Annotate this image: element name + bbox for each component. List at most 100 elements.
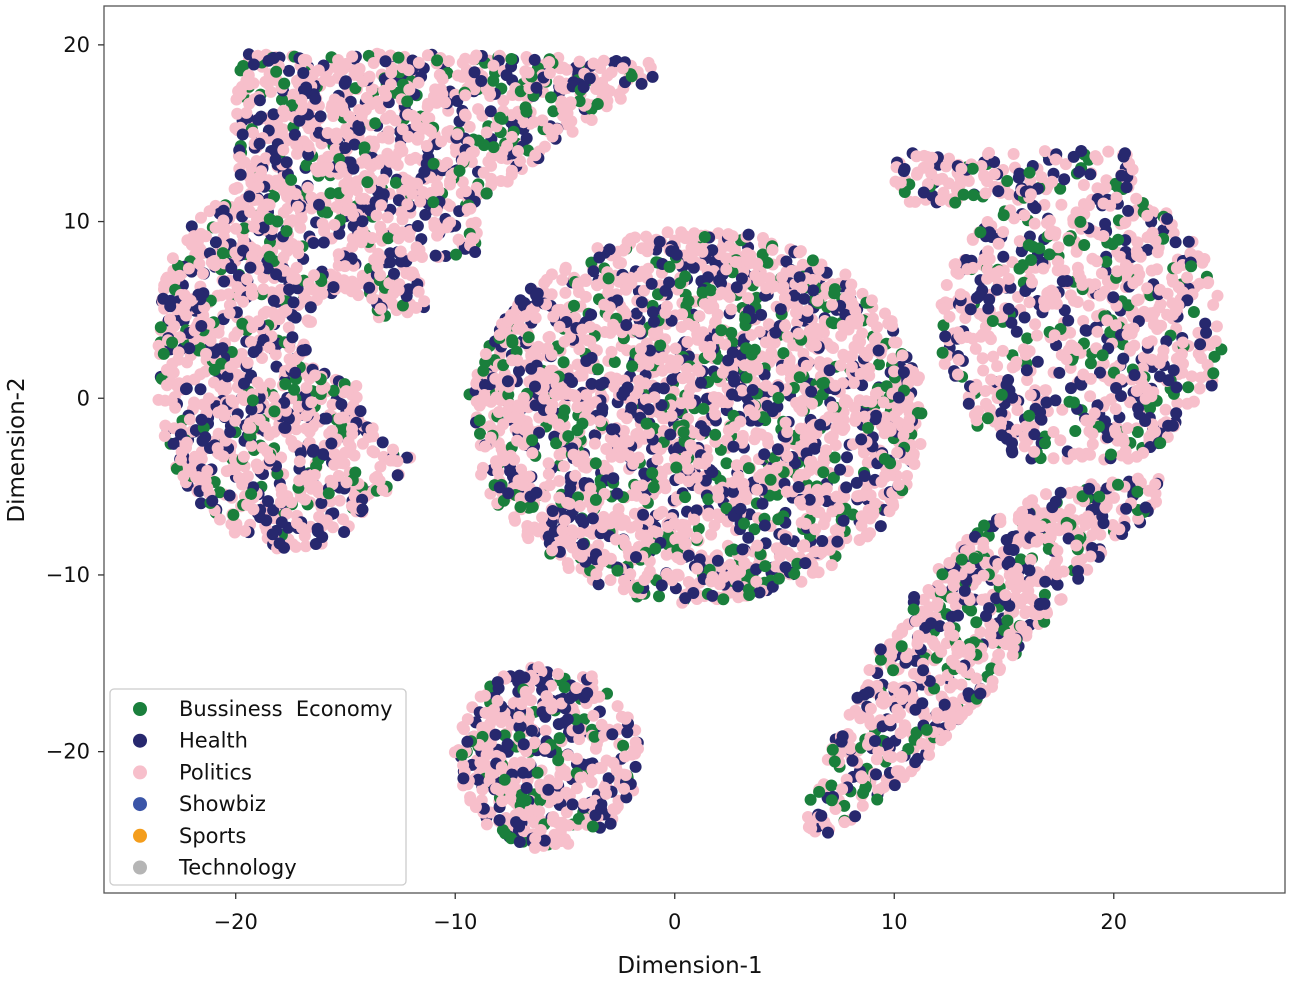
scatter-point <box>1210 320 1223 333</box>
scatter-point <box>656 505 669 518</box>
scatter-point <box>525 348 538 361</box>
scatter-point <box>231 107 244 120</box>
scatter-point <box>241 356 254 369</box>
scatter-point <box>981 216 994 228</box>
scatter-point <box>629 760 642 773</box>
scatter-point <box>1007 148 1020 160</box>
scatter-point <box>369 117 382 130</box>
scatter-point <box>1107 291 1120 304</box>
scatter-point <box>285 496 298 509</box>
scatter-point <box>209 236 222 249</box>
scatter-point <box>898 163 911 175</box>
scatter-point <box>762 318 775 331</box>
scatter-point <box>682 318 695 330</box>
scatter-point <box>350 279 363 292</box>
scatter-point <box>590 568 603 581</box>
scatter-point <box>564 482 577 494</box>
scatter-point <box>547 105 560 118</box>
scatter-point <box>1131 263 1144 276</box>
scatter-point <box>328 447 341 460</box>
scatter-point <box>1026 276 1038 289</box>
scatter-point <box>497 418 510 431</box>
data-points <box>152 47 1228 854</box>
scatter-point <box>644 61 657 74</box>
scatter-point <box>196 434 209 447</box>
scatter-point <box>1084 357 1097 370</box>
scatter-point <box>326 398 339 411</box>
scatter-point <box>1079 324 1092 337</box>
scatter-point <box>472 134 485 147</box>
scatter-point <box>977 364 990 377</box>
scatter-point <box>943 621 956 634</box>
scatter-point <box>577 516 590 529</box>
scatter-point <box>987 350 1000 363</box>
scatter-point <box>991 360 1004 373</box>
scatter-point <box>382 232 395 245</box>
scatter-point <box>279 378 292 390</box>
scatter-point <box>635 77 648 90</box>
scatter-point <box>539 724 552 737</box>
scatter-point <box>575 550 588 563</box>
scatter-point <box>846 754 859 767</box>
scatter-point <box>545 268 558 281</box>
scatter-point <box>1170 407 1183 420</box>
scatter-point <box>194 368 207 381</box>
scatter-point <box>723 239 736 252</box>
scatter-point <box>1097 230 1110 242</box>
scatter-point <box>528 53 541 66</box>
scatter-point <box>959 312 972 324</box>
scatter-point <box>571 401 584 414</box>
scatter-point <box>781 330 794 343</box>
scatter-point <box>580 389 593 402</box>
scatter-point <box>166 252 179 265</box>
scatter-point <box>1055 198 1068 211</box>
scatter-point <box>194 383 207 396</box>
scatter-point <box>843 708 856 721</box>
scatter-point <box>1021 374 1034 386</box>
scatter-point <box>774 303 787 316</box>
scatter-point <box>997 226 1010 238</box>
scatter-point <box>1025 254 1038 266</box>
scatter-point <box>1054 182 1067 195</box>
scatter-point <box>1075 378 1088 391</box>
scatter-point <box>1172 281 1185 294</box>
scatter-point <box>195 211 207 224</box>
scatter-point <box>1115 449 1128 462</box>
scatter-point <box>283 64 295 77</box>
scatter-point <box>720 457 733 470</box>
scatter-point <box>962 397 975 410</box>
scatter-point <box>267 391 280 404</box>
scatter-point <box>295 212 308 225</box>
scatter-point <box>1064 326 1077 339</box>
scatter-point <box>558 460 570 473</box>
scatter-point <box>587 57 600 70</box>
scatter-point <box>303 122 315 135</box>
scatter-point <box>828 755 841 768</box>
scatter-point <box>796 258 809 271</box>
scatter-point <box>940 279 953 291</box>
scatter-point <box>1056 403 1069 416</box>
scatter-point <box>515 463 528 476</box>
scatter-point <box>611 700 624 713</box>
scatter-point <box>290 261 303 274</box>
scatter-point <box>299 493 311 506</box>
scatter-point <box>898 186 911 198</box>
scatter-point <box>1102 145 1115 158</box>
scatter-point <box>235 347 248 360</box>
scatter-point <box>1159 403 1172 416</box>
scatter-point <box>983 253 996 266</box>
scatter-point <box>599 82 612 95</box>
scatter-point <box>692 522 705 535</box>
scatter-point <box>1145 264 1158 277</box>
scatter-point <box>1052 241 1065 254</box>
scatter-point <box>838 816 851 829</box>
scatter-point <box>1058 304 1071 317</box>
scatter-point <box>910 168 923 181</box>
scatter-point <box>542 457 555 470</box>
scatter-point <box>891 703 904 716</box>
scatter-point <box>1029 318 1042 331</box>
scatter-point <box>542 331 555 344</box>
scatter-point <box>580 461 593 474</box>
scatter-point <box>1049 290 1062 303</box>
